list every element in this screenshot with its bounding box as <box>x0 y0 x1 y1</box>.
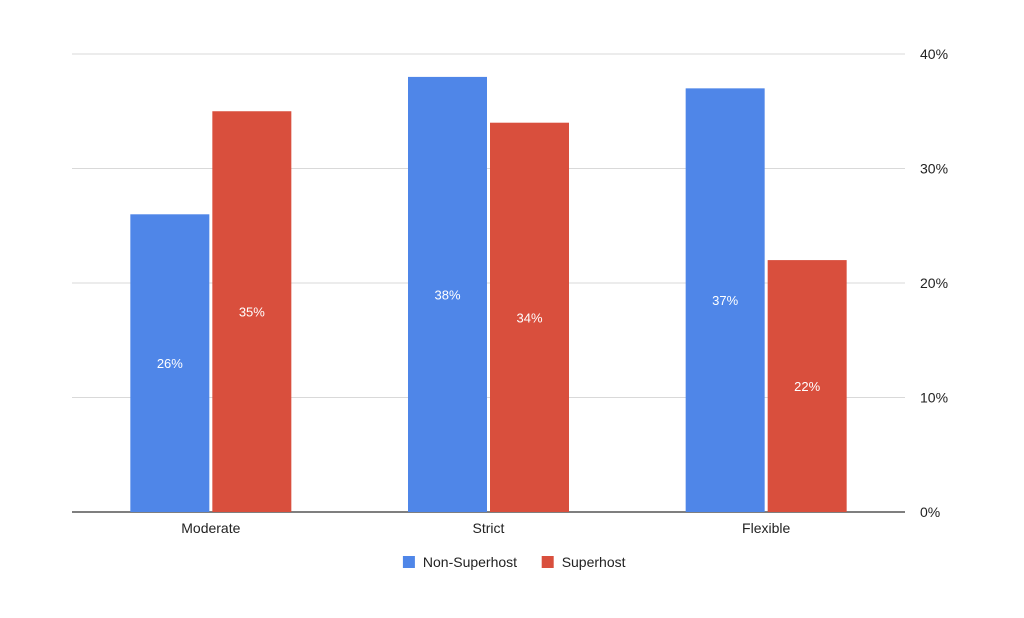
x-category-label: Strict <box>473 520 505 536</box>
y-tick-label: 40% <box>920 46 948 62</box>
x-axis-categories: Moderate Strict Flexible <box>181 520 790 536</box>
bar-superhost-flexible <box>767 260 847 512</box>
data-labels: 26% 35% 38% 34% 37% 22% <box>157 287 821 394</box>
data-label: 35% <box>239 305 265 320</box>
data-label: 38% <box>434 287 460 302</box>
data-label: 34% <box>516 310 542 325</box>
gridlines <box>72 53 905 513</box>
legend: Non-Superhost Superhost <box>402 554 626 570</box>
data-label: 26% <box>157 356 183 371</box>
legend-label: Superhost <box>562 554 626 570</box>
y-axis-ticks: 0% 10% 20% 30% 40% <box>920 46 948 520</box>
bars <box>130 76 847 513</box>
data-label: 37% <box>712 293 738 308</box>
bar-superhost-strict <box>490 122 569 512</box>
bar-non-superhost-strict <box>408 76 487 513</box>
x-category-label: Moderate <box>181 520 240 536</box>
legend-swatch <box>402 556 415 568</box>
y-tick-label: 30% <box>920 161 948 177</box>
bar-non-superhost-moderate <box>130 214 210 513</box>
x-category-label: Flexible <box>742 520 790 536</box>
y-tick-label: 10% <box>920 390 948 406</box>
bar-superhost-moderate <box>212 111 292 512</box>
y-tick-label: 0% <box>920 504 940 520</box>
legend-label: Non-Superhost <box>423 554 517 570</box>
legend-swatch <box>541 556 554 568</box>
y-tick-label: 20% <box>920 275 948 291</box>
data-label: 22% <box>794 379 820 394</box>
bar-non-superhost-flexible <box>685 88 765 512</box>
